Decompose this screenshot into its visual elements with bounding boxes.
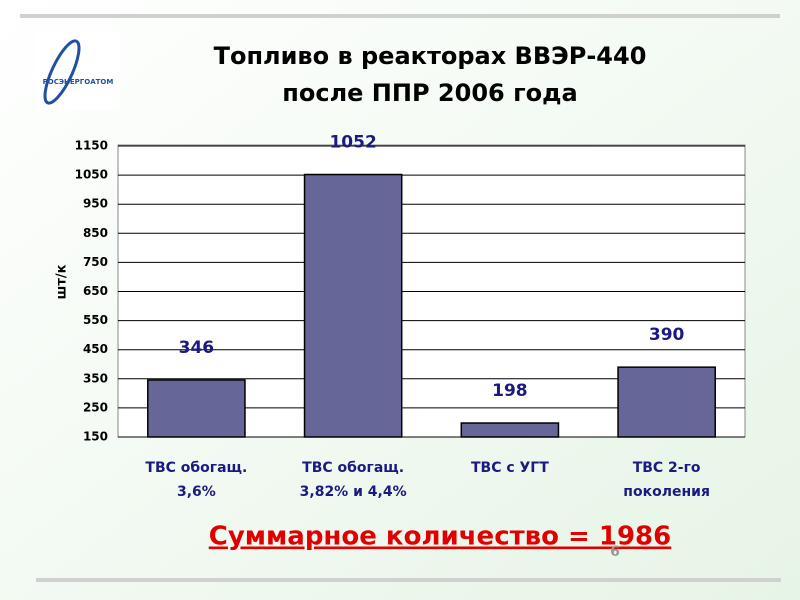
bar bbox=[147, 379, 246, 438]
annotation: Суммарное количество = 1986 bbox=[209, 522, 672, 552]
y-tick-label: 950 bbox=[83, 197, 108, 211]
bar bbox=[460, 422, 560, 438]
data-label: 1052 bbox=[329, 133, 376, 153]
data-label: 346 bbox=[179, 338, 215, 358]
x-tick-label: ТВС 2-го поколения bbox=[623, 460, 710, 500]
bar bbox=[303, 173, 403, 438]
logo-orbit bbox=[43, 39, 81, 105]
logo: РОСЭНЕРГОАТОМ bbox=[36, 32, 120, 110]
logo-text: РОСЭНЕРГОАТОМ bbox=[43, 78, 114, 86]
x-tick-label: ТВС обогащ. 3,6% bbox=[145, 460, 247, 500]
y-tick-label: 650 bbox=[83, 284, 108, 298]
y-tick-label: 850 bbox=[83, 226, 108, 240]
y-axis-label: шт/к bbox=[55, 264, 70, 299]
y-tick-label: 750 bbox=[83, 255, 108, 269]
bar bbox=[617, 366, 716, 438]
x-tick-label: ТВС обогащ. 3,82% и 4,4% bbox=[300, 460, 407, 500]
y-tick-label: 350 bbox=[83, 371, 108, 385]
y-tick-label: 150 bbox=[83, 430, 108, 444]
data-label: 390 bbox=[649, 325, 685, 345]
y-tick-label: 550 bbox=[83, 313, 108, 327]
data-label: 198 bbox=[492, 381, 528, 401]
x-tick-label: ТВС с УГТ bbox=[471, 460, 549, 476]
page-number: 6 bbox=[610, 544, 620, 560]
y-tick-label: 250 bbox=[83, 400, 108, 414]
top-rule bbox=[20, 14, 780, 18]
y-tick-label: 450 bbox=[83, 342, 108, 356]
y-tick-label: 1050 bbox=[75, 168, 108, 182]
chart-title: Топливо в реакторах ВВЭР-440 после ППР 20… bbox=[214, 42, 647, 107]
y-tick-label: 1150 bbox=[75, 139, 108, 153]
bottom-rule bbox=[36, 578, 781, 582]
